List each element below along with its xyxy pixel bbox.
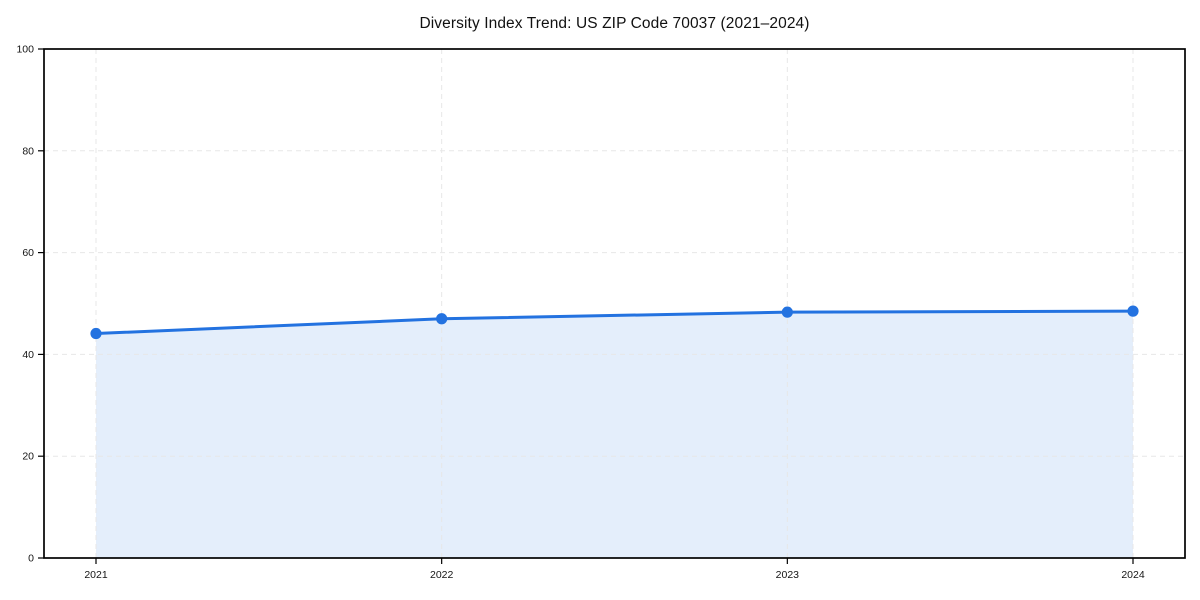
- data-point-markers: [90, 305, 1139, 340]
- x-tick-label: 2024: [1121, 569, 1145, 581]
- x-tick-label: 2023: [776, 569, 800, 581]
- data-point-marker: [1127, 305, 1139, 317]
- chart-title: Diversity Index Trend: US ZIP Code 70037…: [419, 15, 810, 32]
- y-tick-label: 100: [16, 44, 34, 56]
- data-point-marker: [781, 306, 793, 318]
- area-fill: [96, 311, 1133, 558]
- data-point-marker: [436, 313, 448, 325]
- tick-labels: 0 20 40 60 80 100 2021 2022 2023 2024: [16, 44, 1144, 582]
- y-tick-label: 40: [22, 349, 34, 361]
- tick-marks: [38, 48, 1134, 564]
- y-tick-label: 60: [22, 247, 34, 259]
- y-tick-label: 20: [22, 451, 34, 463]
- y-tick-label: 0: [28, 553, 34, 565]
- x-tick-label: 2021: [84, 569, 108, 581]
- data-point-marker: [90, 327, 102, 340]
- x-tick-label: 2022: [430, 569, 454, 581]
- trend-line: [94, 309, 1135, 336]
- plot-frame: [43, 48, 1186, 559]
- y-tick-label: 80: [22, 145, 34, 157]
